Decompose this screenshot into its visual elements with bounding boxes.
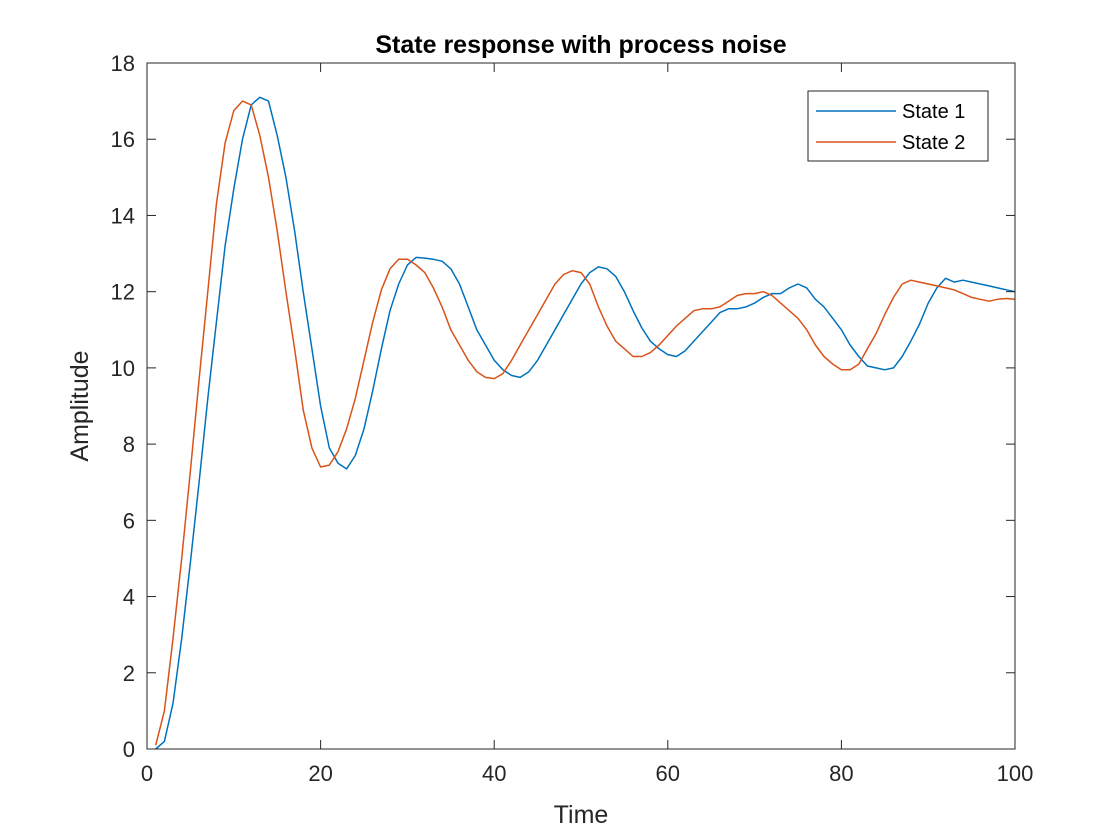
y-tick-label: 12: [111, 280, 135, 305]
x-tick-label: 20: [308, 761, 332, 786]
y-tick-label: 2: [123, 661, 135, 686]
y-axis-label: Amplitude: [66, 350, 94, 461]
y-tick-label: 0: [123, 737, 135, 762]
y-tick-label: 4: [123, 585, 135, 610]
axes-background: [147, 63, 1015, 749]
ticks-layer: 0 20 40 60 80 100 0 2 4 6 8 10 12 14 16 18: [111, 51, 1034, 786]
series-layer: [154, 96, 1016, 750]
x-tick-label: 80: [829, 761, 853, 786]
x-tick-label: 100: [997, 761, 1034, 786]
legend: State 1 State 2: [807, 90, 989, 162]
x-tick-label: 40: [482, 761, 506, 786]
series-line-state-2: [154, 100, 1016, 746]
y-tick-label: 14: [111, 203, 135, 228]
x-tick-label: 0: [141, 761, 153, 786]
y-tick-label: 8: [123, 432, 135, 457]
axes-box: [146, 62, 1016, 750]
legend-label-state-1: State 1: [902, 101, 965, 123]
y-tick-label: 18: [111, 51, 135, 76]
x-axis-label: Time: [554, 801, 609, 829]
legend-label-state-2: State 2: [902, 132, 965, 154]
chart-title: State response with process noise: [375, 31, 786, 59]
y-tick-label: 6: [123, 508, 135, 533]
x-tick-label: 60: [656, 761, 680, 786]
y-tick-label: 16: [111, 127, 135, 152]
legend-box: [807, 90, 989, 162]
y-tick-label: 10: [111, 356, 135, 381]
